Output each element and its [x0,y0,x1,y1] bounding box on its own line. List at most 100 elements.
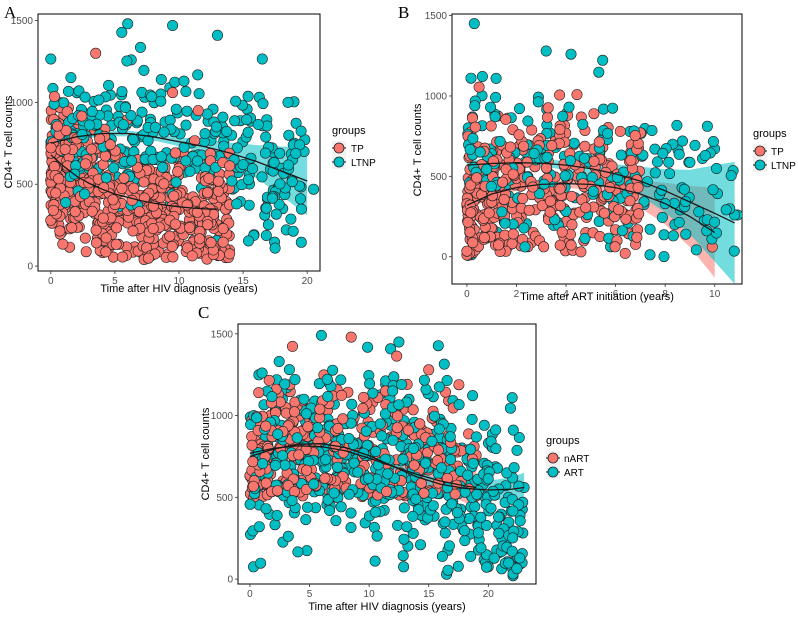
point-b-0-354 [473,81,485,93]
point-c-1-796 [506,392,518,404]
point-c-1-558 [315,329,327,341]
point-a-1-698 [295,125,307,137]
scatter-points-a [45,18,320,266]
point-c-1-718 [426,435,438,447]
point-c-1-45 [432,340,444,352]
point-c-0-922 [260,477,272,489]
point-a-1-976 [170,176,182,188]
point-b-0-405 [554,239,566,251]
point-c-1-841 [343,488,355,500]
point-c-1-889 [482,473,494,485]
point-a-1-971 [100,172,112,184]
point-a-0-958 [158,178,170,190]
point-a-1-644 [259,147,271,159]
point-b-1-614 [474,146,486,158]
point-b-0-563 [517,193,529,205]
point-c-1-625 [320,454,332,466]
point-a-1-771 [290,147,302,159]
point-a-1-869 [274,178,286,190]
axis-ticks-c: 0 5 10 15 20 0 500 1000 1500 [211,329,495,600]
point-a-1-862 [155,151,167,163]
confidence-band-b-1 [466,159,735,284]
point-a-1-937 [270,208,282,220]
point-b-0-501 [598,207,610,219]
y-tick-label-a-0: 0 [27,262,33,273]
point-b-0-598 [571,89,583,101]
point-c-1-716 [321,373,333,385]
x-tick-label-c-2: 10 [364,589,376,600]
point-b-1-503 [577,118,589,130]
point-a-1-957 [242,90,254,102]
y-tick-label-c-0: 0 [227,575,233,586]
point-a-0-952 [80,158,92,170]
point-b-1-609 [519,241,531,253]
point-b-1-538 [644,223,656,235]
point-c-0-926 [246,439,258,451]
point-a-0-951 [53,173,65,185]
point-b-0-506 [588,155,600,167]
point-a-1-855 [108,162,120,174]
point-a-1-556 [260,131,272,143]
point-c-1-831 [387,385,399,397]
point-b-0-523 [631,231,643,243]
legend-item-a-1: LTNP [332,155,376,169]
x-tick-label-a-0: 0 [48,276,54,287]
point-c-1-366 [376,430,388,442]
x-tick-label-c-1: 5 [307,589,313,600]
point-c-1-569 [279,378,291,390]
point-c-0-903 [260,420,272,432]
point-c-1-464 [466,413,478,425]
y-tick-label-b-3: 1500 [425,11,448,22]
point-b-1-43 [597,103,609,115]
point-c-1-170 [441,374,453,386]
point-b-0-612 [538,241,550,253]
point-a-0-923 [138,176,150,188]
point-c-1-818 [428,410,440,422]
y-axis-label-b: CD4+ T cell counts [412,103,424,196]
legend-label-b-0: TP [771,147,784,158]
point-c-1-466 [335,374,347,386]
point-c-1-669 [335,501,347,513]
y-tick-label-c-3: 1500 [211,329,234,340]
point-c-1-784 [398,502,410,514]
point-c-1-872 [322,390,334,402]
point-a-1-332 [262,219,274,231]
point-a-0-856 [86,205,98,217]
point-a-1-313 [135,41,147,53]
point-c-1-923 [343,432,355,444]
point-a-0-660 [127,225,139,237]
scatter-points-b [461,18,742,263]
point-c-0-909 [293,449,305,461]
point-b-1-555 [541,151,553,163]
point-c-1-804 [253,521,265,533]
point-c-1-601 [255,557,267,569]
point-b-0-435 [518,140,530,152]
point-b-1-441 [465,72,477,84]
point-a-1-105 [170,103,182,115]
point-a-1-163 [290,117,302,129]
legend-key-dot-c-1 [547,466,559,478]
legend-title-a: groups [332,125,366,137]
point-c-1-895 [478,419,490,431]
point-a-1-669 [269,242,281,254]
point-c-1-916 [507,532,519,544]
point-b-1-548 [467,132,479,144]
point-c-1-712 [418,374,430,386]
point-a-0-840 [80,246,92,258]
point-b-1-615 [656,184,668,196]
point-b-0-476 [541,111,553,123]
point-a-0-960 [213,175,225,187]
point-b-0-574 [461,245,473,257]
point-b-0-618 [497,176,509,188]
point-b-0-583 [485,120,497,132]
point-c-1-449 [324,504,336,516]
point-b-1-238 [684,156,696,168]
point-a-1-830 [60,197,72,209]
axis-ticks-a: 0 5 10 15 20 0 500 1000 1500 [11,16,313,287]
point-a-1-712 [178,75,190,87]
point-c-1-928 [272,428,284,440]
point-b-1-539 [657,147,669,159]
legend-title-b: groups [753,128,787,140]
point-b-0-582 [613,204,625,216]
legend-title-c: groups [546,435,580,447]
